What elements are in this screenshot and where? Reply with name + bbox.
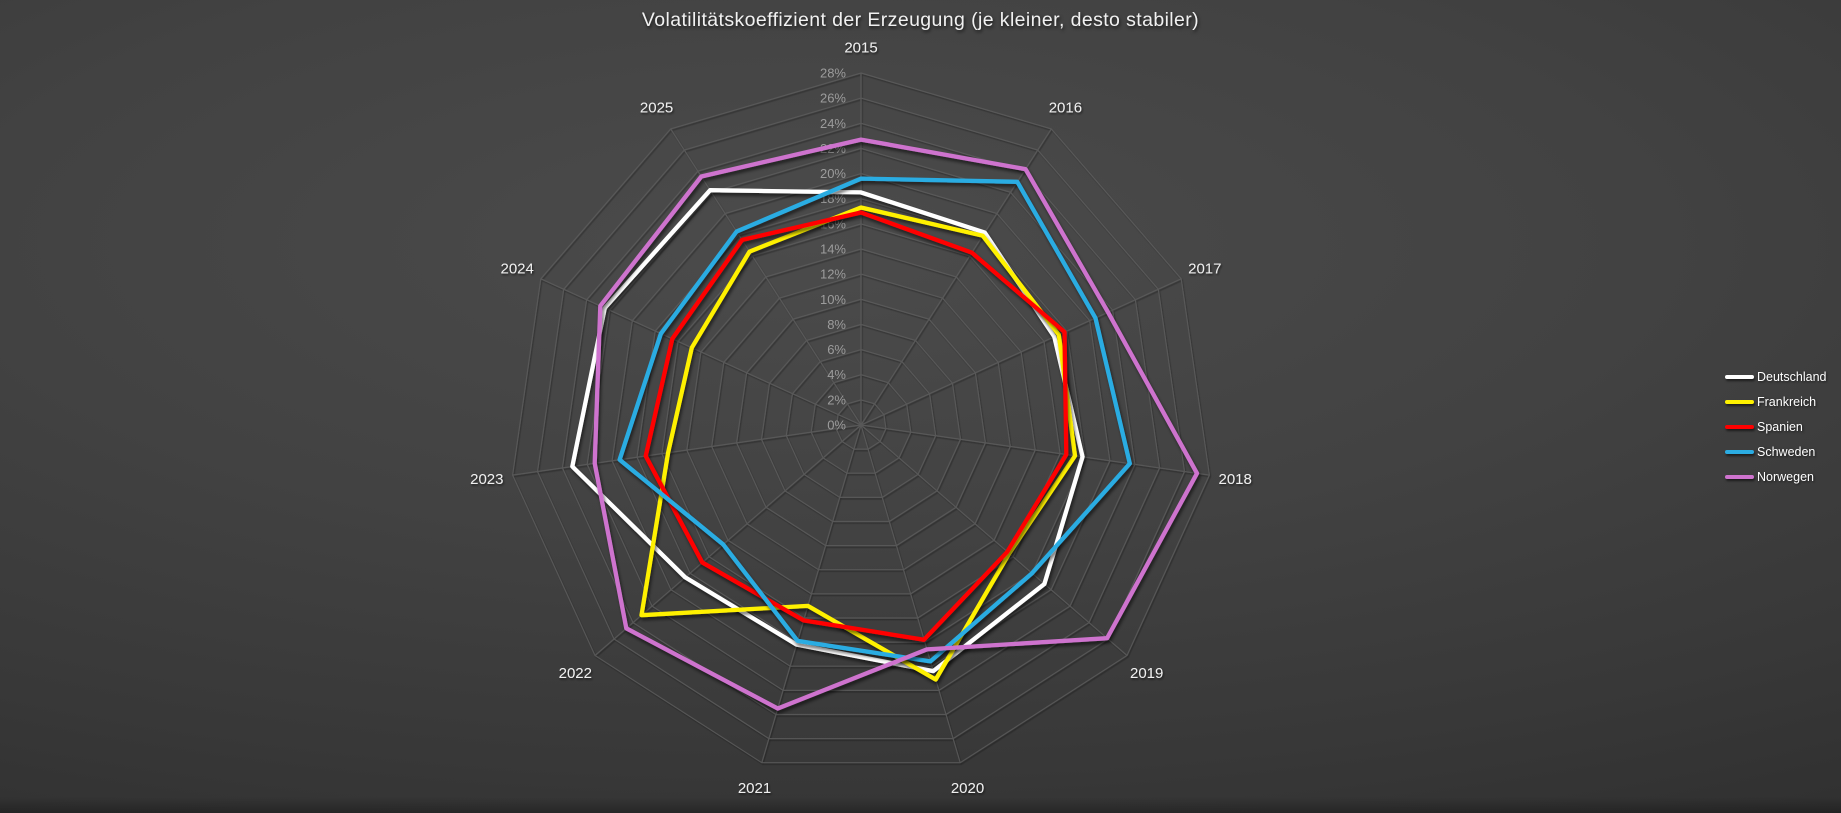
radial-tick-label: 26% [820, 91, 846, 106]
radial-tick-label: 14% [820, 242, 846, 257]
legend-swatch-icon [1725, 449, 1754, 454]
category-labels: 2015 2016 2017 2018 2019 2020 2021 2022 2023 2024… [470, 39, 1252, 797]
legend-label: Norwegen [1757, 469, 1814, 484]
category-label: 2021 [738, 780, 771, 797]
grid-ring [536, 97, 1186, 740]
grid-spoke [860, 128, 1052, 426]
legend-item-frankreich: Frankreich [1725, 390, 1827, 415]
category-label: 2016 [1049, 99, 1082, 116]
radial-tick-label: 6% [827, 342, 846, 357]
legend-swatch-icon [1725, 474, 1754, 479]
grid-ring [561, 122, 1161, 716]
grid-ring [611, 172, 1111, 667]
grid-ring [711, 273, 1011, 571]
series-polygon-schweden [617, 176, 1132, 664]
grid-spoke [860, 424, 961, 763]
grid-spoke [860, 424, 1210, 476]
grid-ring [810, 374, 912, 474]
category-label: 2015 [844, 39, 877, 56]
legend-item-spanien: Spanien [1725, 415, 1827, 440]
grid-ring [636, 198, 1086, 643]
grid-spoke [594, 424, 862, 656]
series-polygon-deutschland [570, 188, 1085, 674]
legend-label: Schweden [1757, 444, 1816, 459]
legend-item-norwegen: Norwegen [1725, 464, 1827, 489]
series-lines [570, 137, 1200, 711]
grid-ring [785, 348, 937, 498]
chart-title: Volatilitätskoeffizient der Erzeugung (j… [641, 9, 1200, 31]
series-polygon-spanien [643, 210, 1069, 642]
legend: Deutschland Frankreich Spanien Schweden Norw… [1725, 365, 1827, 489]
radial-tick-label: 10% [820, 292, 846, 307]
radial-tick-label: 8% [827, 317, 846, 332]
radial-tick-label: 4% [827, 367, 846, 382]
legend-swatch-icon [1725, 375, 1754, 380]
category-label: 2022 [559, 665, 592, 682]
legend-label: Frankreich [1757, 395, 1817, 410]
legend-item-deutschland: Deutschland [1725, 365, 1827, 390]
category-label: 2018 [1219, 471, 1252, 488]
category-label: 2017 [1188, 260, 1221, 277]
category-label: 2024 [501, 260, 534, 277]
grid-ring [835, 399, 887, 450]
grid-spoke [540, 278, 862, 426]
radial-tick-label: 20% [820, 166, 846, 181]
radial-tick-labels: 0%2%4%6%8%10%12%14%16%18%20%22%24%26%28% [820, 66, 846, 433]
legend-item-schweden: Schweden [1725, 439, 1827, 464]
legend-swatch-icon [1725, 400, 1754, 405]
category-label: 2019 [1130, 665, 1163, 682]
grid-ring [735, 298, 987, 547]
radial-tick-label: 2% [827, 392, 846, 407]
legend-label: Deutschland [1757, 370, 1827, 385]
grid-ring [686, 248, 1036, 595]
grid-ring [661, 223, 1061, 619]
grid-spoke [860, 424, 1128, 656]
radial-tick-label: 24% [820, 116, 846, 131]
grid-spoke [860, 278, 1182, 426]
legend-swatch-icon [1725, 424, 1754, 429]
category-label: 2020 [951, 780, 984, 797]
radial-tick-label: 12% [820, 267, 846, 282]
radial-tick-label: 0% [827, 418, 846, 433]
grid-ring [511, 72, 1211, 764]
legend-label: Spanien [1757, 419, 1803, 434]
radial-tick-label: 28% [820, 66, 846, 81]
series-polygon-norwegen [592, 137, 1200, 711]
category-label: 2023 [470, 471, 503, 488]
category-label: 2025 [640, 99, 673, 116]
grid-ring [760, 323, 962, 523]
